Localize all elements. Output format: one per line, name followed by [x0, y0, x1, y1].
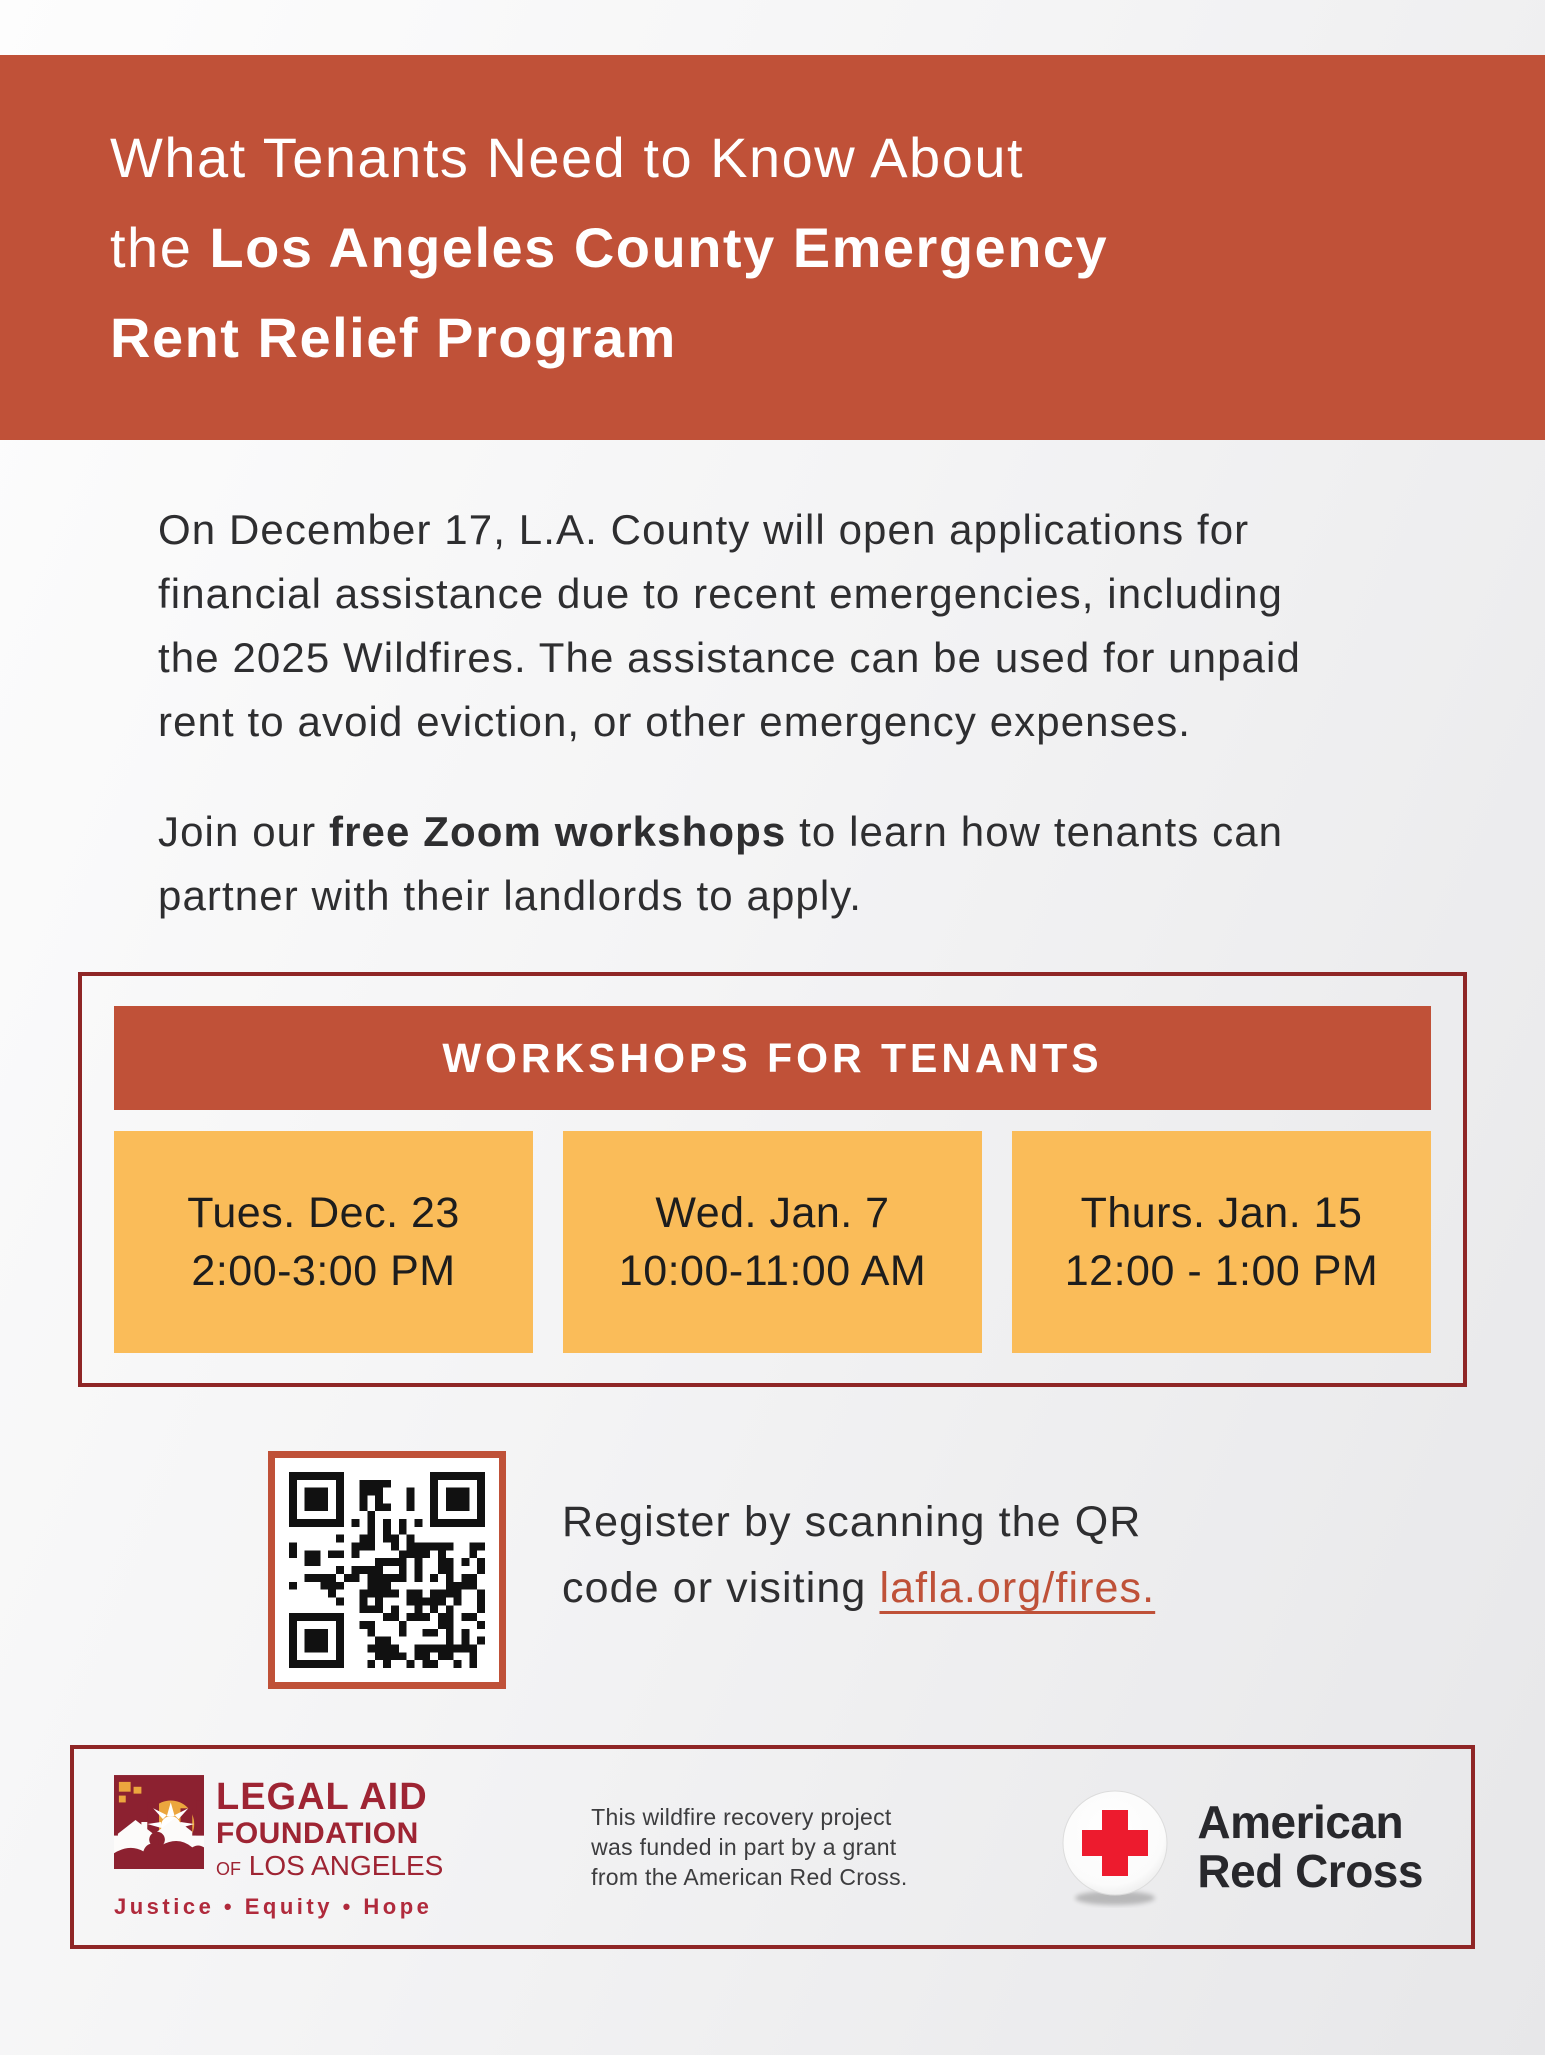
invite-line-1: Join our free Zoom workshops to learn ho…	[158, 808, 1284, 855]
flyer-page: What Tenants Need to Know About the Los …	[0, 55, 1545, 1949]
workshop-session-card-1: Tues. Dec. 23 2:00-3:00 PM	[114, 1131, 533, 1353]
footer-panel: LEGAL AID FOUNDATION OF LOS ANGELES Just…	[70, 1745, 1475, 1949]
lafla-wordmark: LEGAL AID FOUNDATION OF LOS ANGELES	[216, 1775, 443, 1885]
red-cross-icon	[1062, 1790, 1168, 1905]
lafla-name-line-2: FOUNDATION	[216, 1816, 419, 1850]
title-line-3: Rent Relief Program	[110, 305, 677, 369]
funding-line-1: This wildfire recovery project	[591, 1804, 892, 1830]
workshop-session-card-3: Thurs. Jan. 15 12:00 - 1:00 PM	[1012, 1131, 1431, 1353]
qr-code-image	[268, 1451, 506, 1689]
intro-line: On December 17, L.A. County will open ap…	[158, 506, 1250, 553]
arc-wordmark: American Red Cross	[1197, 1798, 1423, 1896]
title-line-2: the Los Angeles County Emergency	[110, 215, 1109, 279]
lafla-tagline: Justice • Equity • Hope	[114, 1893, 433, 1919]
title-line-1: What Tenants Need to Know About	[110, 125, 1025, 189]
lafla-fires-link[interactable]: lafla.org/fires.	[879, 1564, 1156, 1612]
american-red-cross-logo: American Red Cross	[1055, 1786, 1423, 1908]
intro-line: the 2025 Wildfires. The assistance can b…	[158, 634, 1301, 681]
lafla-emblem-icon	[114, 1774, 204, 1869]
lafla-logo-row: LEGAL AID FOUNDATION OF LOS ANGELES	[114, 1774, 443, 1885]
session-date: Tues. Dec. 23	[187, 1189, 460, 1237]
session-date: Wed. Jan. 7	[655, 1189, 890, 1237]
funding-line-3: from the American Red Cross.	[591, 1864, 908, 1890]
intro-line: rent to avoid eviction, or other emergen…	[158, 698, 1192, 745]
workshops-invite-paragraph: Join our free Zoom workshops to learn ho…	[158, 800, 1395, 928]
workshop-session-card-2: Wed. Jan. 7 10:00-11:00 AM	[563, 1131, 982, 1353]
lafla-logo: LEGAL AID FOUNDATION OF LOS ANGELES Just…	[114, 1774, 443, 1920]
lafla-name-line-1: LEGAL AID	[216, 1775, 428, 1818]
funding-line-2: was funded in part by a grant	[591, 1834, 897, 1860]
workshops-panel: WORKSHOPS FOR TENANTS Tues. Dec. 23 2:00…	[78, 972, 1467, 1387]
arc-name-line-2: Red Cross	[1197, 1845, 1423, 1897]
invite-line-2: partner with their landlords to apply.	[158, 872, 863, 919]
workshops-heading: WORKSHOPS FOR TENANTS	[114, 1006, 1431, 1110]
intro-paragraph: On December 17, L.A. County will open ap…	[158, 498, 1395, 754]
session-time: 12:00 - 1:00 PM	[1064, 1247, 1379, 1295]
register-line-1: Register by scanning the QR	[562, 1498, 1142, 1546]
page-title: What Tenants Need to Know About the Los …	[110, 113, 1108, 383]
qr-code-icon	[289, 1472, 485, 1668]
arc-name-line-1: American	[1197, 1796, 1404, 1848]
funding-note: This wildfire recovery project was funde…	[591, 1802, 907, 1892]
intro-line: financial assistance due to recent emerg…	[158, 570, 1283, 617]
header-band: What Tenants Need to Know About the Los …	[0, 55, 1545, 440]
workshop-session-list: Tues. Dec. 23 2:00-3:00 PM Wed. Jan. 7 1…	[114, 1131, 1431, 1353]
lafla-name-line-3: OF LOS ANGELES	[216, 1849, 444, 1881]
register-section: Register by scanning the QR code or visi…	[268, 1451, 1545, 1689]
register-instructions: Register by scanning the QR code or visi…	[562, 1489, 1155, 1621]
session-time: 10:00-11:00 AM	[618, 1247, 927, 1295]
session-time: 2:00-3:00 PM	[191, 1247, 456, 1295]
session-date: Thurs. Jan. 15	[1080, 1189, 1363, 1237]
register-line-2: code or visiting lafla.org/fires.	[562, 1564, 1156, 1612]
